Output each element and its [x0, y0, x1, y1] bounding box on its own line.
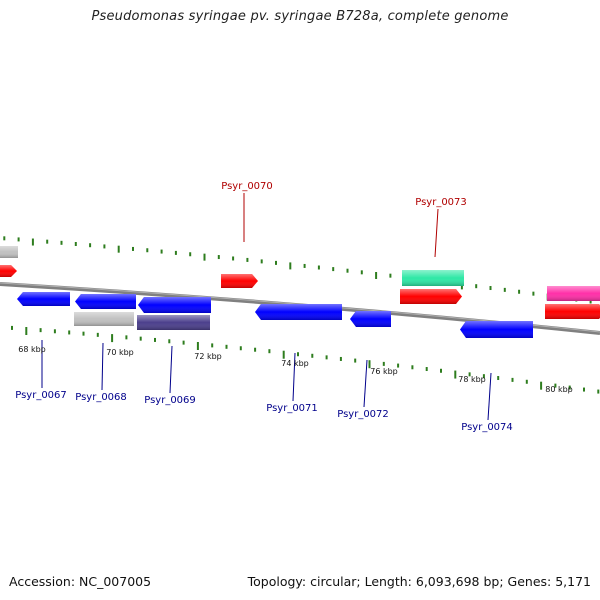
gene-arrow-psyr-0070[interactable]: [221, 274, 258, 288]
gene-label-psyr-0069-leader: [169, 345, 173, 394]
gene-label-psyr-0074-leader: [487, 372, 492, 421]
gene-label-psyr-0069[interactable]: Psyr_0069: [144, 395, 196, 406]
gene-label-psyr-0072[interactable]: Psyr_0072: [337, 409, 389, 420]
gene-label-psyr-0068-leader: [101, 342, 104, 391]
gene-arrow-psyr-0073[interactable]: [400, 289, 462, 304]
tick-label: 78 kbp: [458, 375, 486, 384]
map-title: Pseudomonas syringae pv. syringae B728a,…: [91, 9, 509, 24]
tick-label: 80 kbp: [545, 385, 573, 394]
inner-tick-track: [11, 325, 600, 394]
feature-green[interactable]: [402, 270, 464, 286]
gene-arrow-psyr-0071[interactable]: [255, 304, 342, 320]
gene-label-psyr-0071[interactable]: Psyr_0071: [266, 403, 318, 414]
gene-label-psyr-0072-leader: [363, 359, 368, 408]
gene-label-psyr-0068[interactable]: Psyr_0068: [75, 392, 127, 403]
gene-arrow-psyr-0069[interactable]: [138, 297, 211, 313]
gene-label-psyr-0073-leader: [434, 208, 439, 258]
feature-pink[interactable]: [547, 286, 600, 301]
accession-text: Accession: NC_007005: [9, 574, 152, 589]
gene-label-psyr-0071-leader: [292, 352, 296, 402]
gene-arrow-psyr-0074[interactable]: [460, 321, 533, 338]
genome-stats-text: Topology: circular; Length: 6,093,698 bp…: [247, 574, 591, 589]
gene-label-psyr-0067[interactable]: Psyr_0067: [15, 390, 67, 401]
gene-label-psyr-0074[interactable]: Psyr_0074: [461, 422, 513, 433]
gene-arrow-psyr-0067[interactable]: [17, 292, 70, 306]
tick-label: 74 kbp: [281, 359, 309, 368]
tick-label: 68 kbp: [18, 345, 46, 354]
feature-purple[interactable]: [137, 315, 210, 330]
outer-tick-track: [3, 236, 592, 304]
gene-arrow-psyr-0068[interactable]: [75, 294, 136, 309]
tick-label: 70 kbp: [106, 348, 134, 357]
gene-arrow-unnamed[interactable]: [0, 265, 17, 277]
tick-label: 72 kbp: [194, 352, 222, 361]
gene-arrow-psyr-0072[interactable]: [350, 311, 391, 327]
tick-label: 76 kbp: [370, 367, 398, 376]
gene-arrow-unnamed[interactable]: [545, 304, 600, 319]
feature-grey[interactable]: [0, 246, 18, 258]
gene-label-psyr-0073[interactable]: Psyr_0073: [415, 197, 467, 208]
feature-grey[interactable]: [74, 312, 134, 326]
gene-label-psyr-0070[interactable]: Psyr_0070: [221, 181, 273, 192]
